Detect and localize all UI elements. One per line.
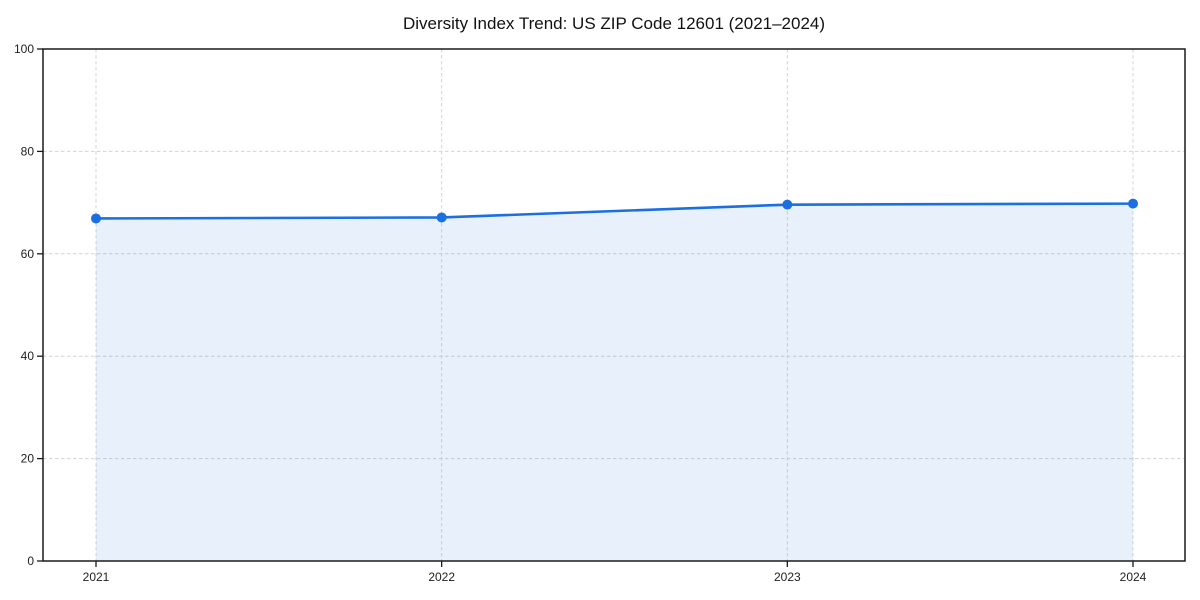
data-point-2023	[782, 199, 793, 210]
axes: 0 20 40 60 80 100 2021 2022 2023 2024	[14, 42, 1186, 584]
x-tick-label: 2022	[428, 570, 455, 584]
area-fill	[96, 203, 1133, 561]
x-tick-label: 2023	[774, 570, 801, 584]
x-tick-label: 2021	[83, 570, 110, 584]
data-point-2021	[91, 213, 101, 224]
y-tick-label: 0	[27, 554, 34, 568]
y-tick-label: 20	[21, 452, 35, 466]
y-tick-label: 100	[14, 42, 34, 56]
y-tick-label: 80	[21, 144, 35, 158]
chart-title: Diversity Index Trend: US ZIP Code 12601…	[403, 14, 825, 33]
data-point-2024	[1128, 198, 1138, 209]
y-tick-label: 60	[21, 247, 35, 261]
y-tick-label: 40	[21, 349, 35, 363]
plot-frame	[42, 48, 1186, 562]
x-tick-label: 2024	[1120, 570, 1147, 584]
series-layer	[91, 198, 1138, 561]
trend-line	[94, 202, 1135, 220]
data-point-2022	[436, 212, 447, 223]
